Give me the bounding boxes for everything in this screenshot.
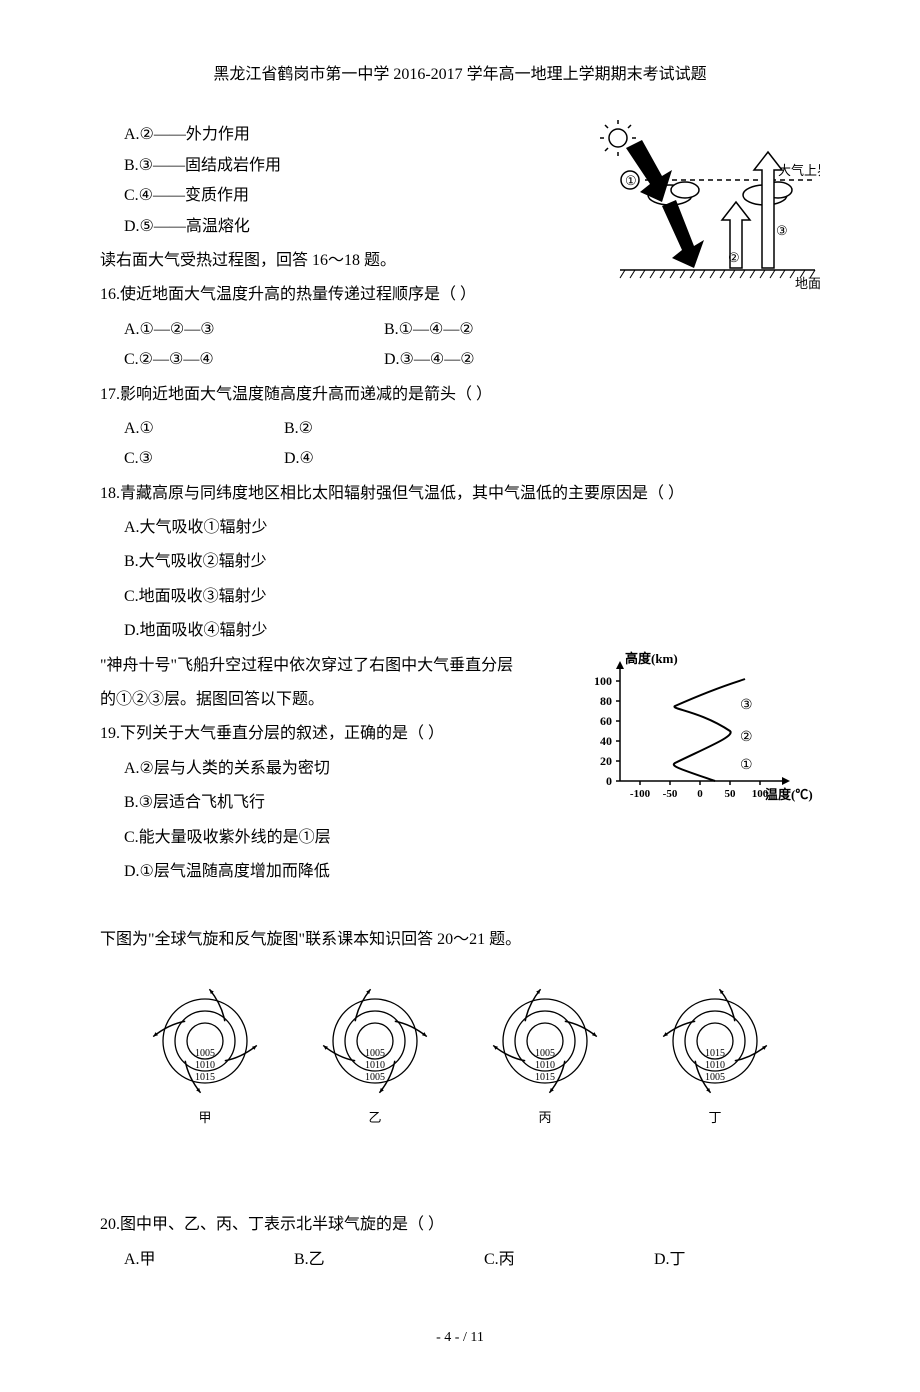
q18-opt-b: B.大气吸收②辐射少 [100,547,820,577]
q18-opt-c: C.地面吸收③辐射少 [100,582,820,612]
q17-options-row1: A.① B.② [100,414,820,444]
svg-text:0: 0 [606,774,612,788]
q17-options-row2: C.③ D.④ [100,444,820,474]
svg-text:①: ① [740,758,753,773]
svg-text:④: ④ [686,250,698,265]
q18-opt-a: A.大气吸收①辐射少 [100,513,820,543]
heat-process-figure: 大气上界 地面 [590,120,820,290]
intro-20-21: 下图为"全球气旋和反气旋图"联系课本知识回答 20～21 题。 [100,925,820,955]
q16-options-row1: A.①—②—③ B.①—④—② [100,315,820,345]
cyclone-丁: 101510101005 丁 [650,986,780,1131]
svg-text:①: ① [625,173,637,188]
svg-text:1005: 1005 [365,1072,385,1083]
q15-opt-a: A.②——外力作用 [124,120,324,150]
svg-text:②: ② [728,250,740,265]
q16-options-row2: C.②—③—④ D.③—④—② [100,345,820,375]
svg-text:60: 60 [600,714,612,728]
q20-opt-c: C.丙 [484,1245,594,1275]
svg-text:80: 80 [600,694,612,708]
q15-options-row2: C.④——变质作用 D.⑤——高温熔化 [100,181,580,242]
q20-opt-b: B.乙 [294,1245,424,1275]
cyclone-label: 甲 [140,1106,270,1131]
svg-text:-50: -50 [663,788,678,800]
svg-text:1010: 1010 [705,1060,725,1071]
svg-text:50: 50 [725,788,737,800]
svg-text:100: 100 [752,788,769,800]
svg-text:1015: 1015 [535,1072,555,1083]
svg-text:1005: 1005 [535,1048,555,1059]
q17-opt-b: B.② [284,414,384,444]
svg-text:100: 100 [594,674,612,688]
q15-opt-d: D.⑤——高温熔化 [124,212,324,242]
q16-opt-d: D.③—④—② [384,345,584,375]
q16-opt-c: C.②—③—④ [124,345,324,375]
q20-stem: 20.图中甲、乙、丙、丁表示北半球气旋的是（ ） [100,1210,820,1240]
svg-text:-100: -100 [630,788,651,800]
cyclone-figures: 100510101015甲100510101005乙100510101015丙1… [100,986,820,1131]
svg-text:温度(℃): 温度(℃) [765,787,813,802]
q17-opt-a: A.① [124,414,224,444]
atmosphere-layers-figure: 高度(km) 温度(℃) 0 20 40 60 80 100 -100 -50 0 50 100 ① ②… [590,651,820,811]
q20-opt-d: D.丁 [654,1245,734,1275]
svg-text:③: ③ [740,698,753,713]
q16-opt-a: A.①—②—③ [124,315,324,345]
svg-text:1005: 1005 [195,1048,215,1059]
q15-opt-c: C.④——变质作用 [124,181,324,211]
cyclone-label: 丙 [480,1106,610,1131]
cyclone-label: 乙 [310,1106,440,1131]
q19-opt-d: D.①层气温随高度增加而降低 [100,857,820,887]
q18-stem: 18.青藏高原与同纬度地区相比太阳辐射强但气温低，其中气温低的主要原因是（ ） [100,479,820,509]
label-ground: 地面 [795,276,820,290]
q18-opt-d: D.地面吸收④辐射少 [100,616,820,646]
cyclone-丙: 100510101015 丙 [480,986,610,1131]
svg-text:②: ② [740,730,753,745]
svg-text:1010: 1010 [365,1060,385,1071]
svg-text:1015: 1015 [705,1048,725,1059]
svg-text:③: ③ [776,223,788,238]
q15-options-row1: A.②——外力作用 B.③——固结成岩作用 [100,120,580,181]
cyclone-甲: 100510101015 甲 [140,986,270,1131]
q20-opt-a: A.甲 [124,1245,234,1275]
svg-text:1005: 1005 [705,1072,725,1083]
cyclone-乙: 100510101005 乙 [310,986,440,1131]
q16-opt-b: B.①—④—② [384,315,584,345]
svg-text:1005: 1005 [365,1048,385,1059]
q17-opt-c: C.③ [124,444,224,474]
q15-opt-b: B.③——固结成岩作用 [124,151,324,181]
q17-opt-d: D.④ [284,444,384,474]
svg-text:高度(km): 高度(km) [625,651,678,666]
svg-text:40: 40 [600,734,612,748]
svg-text:0: 0 [697,788,703,800]
q20-options: A.甲 B.乙 C.丙 D.丁 [100,1245,820,1275]
q17-stem: 17.影响近地面大气温度随高度升高而递减的是箭头（ ） [100,380,820,410]
page-header: 黑龙江省鹤岗市第一中学 2016-2017 学年高一地理上学期期末考试试题 [100,60,820,90]
svg-text:1010: 1010 [535,1060,555,1071]
svg-text:1010: 1010 [195,1060,215,1071]
q19-opt-c: C.能大量吸收紫外线的是①层 [100,823,820,853]
svg-text:1015: 1015 [195,1072,215,1083]
page-footer: - 4 - / 11 [100,1325,820,1352]
label-top-boundary: 大气上界 [778,163,820,178]
cyclone-label: 丁 [650,1106,780,1131]
svg-text:20: 20 [600,754,612,768]
